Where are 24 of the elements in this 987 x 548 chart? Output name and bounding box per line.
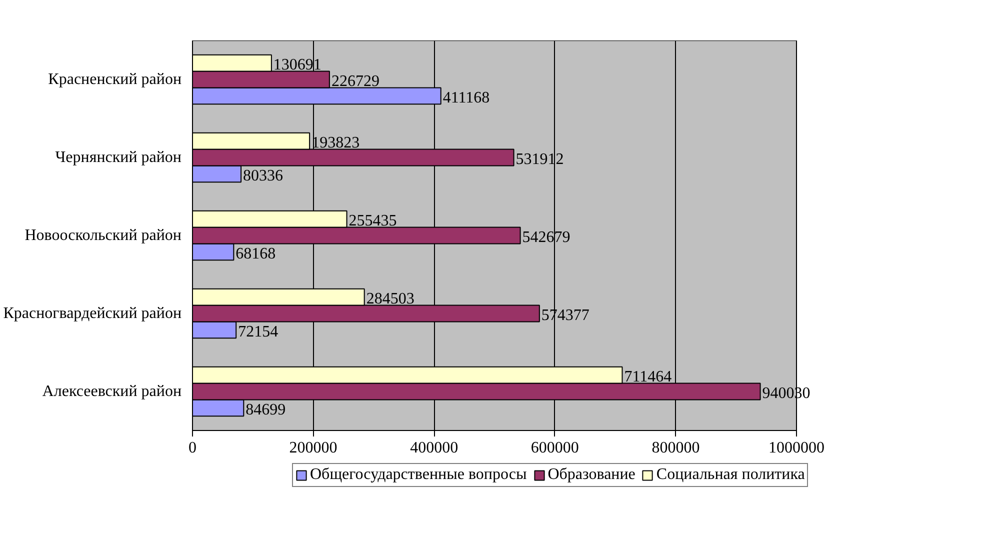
x-tick-label: 1000000 [768, 440, 824, 456]
legend-label: Социальная политика [656, 466, 805, 484]
data-label: 284503 [366, 290, 414, 308]
x-tick-label: 400000 [410, 440, 458, 456]
legend-label: Образование [548, 466, 636, 484]
x-tick-label: 0 [188, 440, 196, 456]
data-label: 411168 [442, 89, 490, 106]
data-label: 711464 [624, 368, 672, 386]
data-label: 255435 [348, 212, 397, 230]
data-label: 68168 [236, 245, 276, 262]
x-tick-label: 200000 [289, 440, 338, 456]
y-tick-label: Новооскольский район [24, 227, 182, 244]
x-tick-label: 800000 [652, 440, 700, 456]
data-label: 72154 [238, 323, 278, 340]
x-tick-label: 600000 [530, 440, 579, 456]
data-label: 84699 [246, 401, 286, 418]
y-tick-label: Красненский район [48, 71, 182, 88]
y-tick-label: Чернянский район [55, 149, 182, 166]
data-label: 226729 [331, 73, 380, 90]
y-tick-label: Красногвардейский район [3, 305, 182, 322]
data-label: 80336 [243, 167, 284, 184]
legend-label: Общегосударственные вопросы [310, 466, 527, 484]
data-label: 193823 [312, 134, 360, 152]
y-tick-label: Алексеевский район [42, 383, 182, 400]
